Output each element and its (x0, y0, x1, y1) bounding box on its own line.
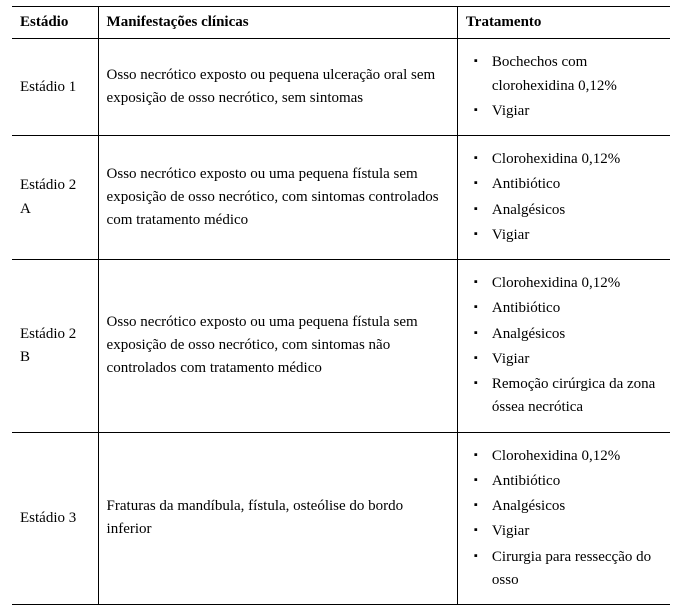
clinical-cell: Osso necrótico exposto ou uma pequena fí… (98, 260, 457, 433)
treatment-cell: Clorohexidina 0,12%Antibiótico Analgésico… (457, 260, 670, 433)
treatment-item: Bochechos com clorohexidina 0,12% (492, 51, 662, 98)
treatment-list: Clorohexidina 0,12%AntibióticoAnalgésico… (466, 445, 662, 593)
treatment-item: Vigiar (492, 348, 662, 371)
treatment-item: Analgésicos (492, 323, 662, 346)
treatment-cell: Clorohexidina 0,12%AntibióticoAnalgésico… (457, 432, 670, 605)
stage-cell: Estádio 2 A (12, 136, 98, 260)
header-clinical: Manifestações clínicas (98, 7, 457, 39)
header-stage: Estádio (12, 7, 98, 39)
table-row: Estádio 2 BOsso necrótico exposto ou uma… (12, 260, 670, 433)
clinical-cell: Fraturas da mandíbula, fístula, osteólis… (98, 432, 457, 605)
table-row: Estádio 2 AOsso necrótico exposto ou uma… (12, 136, 670, 260)
page: Estádio Manifestações clínicas Tratament… (0, 0, 682, 615)
treatment-item: Clorohexidina 0,12% (492, 445, 662, 468)
stage-cell: Estádio 3 (12, 432, 98, 605)
clinical-cell: Osso necrótico exposto ou uma pequena fí… (98, 136, 457, 260)
treatment-item: Analgésicos (492, 495, 662, 518)
treatment-item: Remoção cirúrgica da zona óssea necrótic… (492, 373, 662, 420)
treatment-list: Bochechos com clorohexidina 0,12%Vigiar (466, 51, 662, 123)
treatment-item: Cirurgia para ressecção do osso (492, 546, 662, 593)
treatment-list: Clorohexidina 0,12%Antibiótico Analgésico… (466, 148, 662, 247)
treatment-item: Analgésicos (492, 199, 662, 222)
stage-cell: Estádio 1 (12, 39, 98, 136)
treatment-list: Clorohexidina 0,12%Antibiótico Analgésico… (466, 272, 662, 420)
stages-table: Estádio Manifestações clínicas Tratament… (12, 6, 670, 605)
treatment-item: Vigiar (492, 100, 662, 123)
treatment-item: Vigiar (492, 224, 662, 247)
treatment-item: Vigiar (492, 520, 662, 543)
stage-cell: Estádio 2 B (12, 260, 98, 433)
table-body: Estádio 1Osso necrótico exposto ou peque… (12, 39, 670, 605)
treatment-item: Antibiótico (492, 173, 662, 196)
table-row: Estádio 3Fraturas da mandíbula, fístula,… (12, 432, 670, 605)
treatment-item: Clorohexidina 0,12% (492, 272, 662, 295)
treatment-cell: Bochechos com clorohexidina 0,12%Vigiar (457, 39, 670, 136)
treatment-item: Antibiótico (492, 470, 662, 493)
clinical-cell: Osso necrótico exposto ou pequena ulcera… (98, 39, 457, 136)
treatment-cell: Clorohexidina 0,12%Antibiótico Analgésico… (457, 136, 670, 260)
table-row: Estádio 1Osso necrótico exposto ou peque… (12, 39, 670, 136)
treatment-item: Clorohexidina 0,12% (492, 148, 662, 171)
header-treatment: Tratamento (457, 7, 670, 39)
table-header-row: Estádio Manifestações clínicas Tratament… (12, 7, 670, 39)
treatment-item: Antibiótico (492, 297, 662, 320)
